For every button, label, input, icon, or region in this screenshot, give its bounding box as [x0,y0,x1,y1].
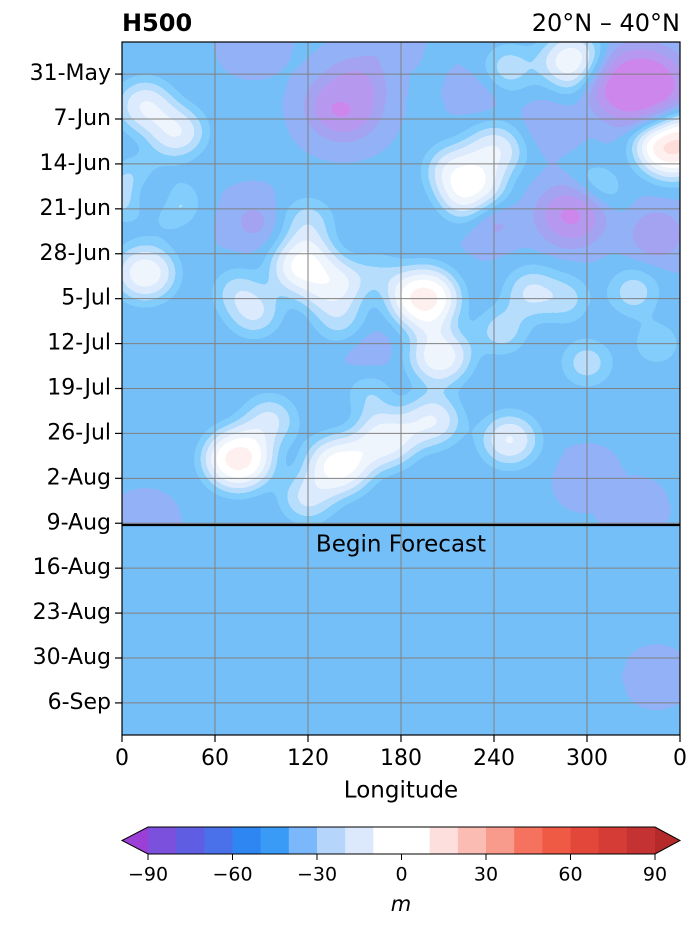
anomaly-blob [204,429,272,489]
colorbar-extend-low [122,827,148,854]
colorbar-ticks: −90 −60 −30 0 30 60 90 [128,854,667,886]
y-tick-label: 19-Jul [47,376,111,401]
chart-title: H500 [122,9,192,37]
anomaly-blob [127,508,163,525]
anomaly-blob [541,42,602,87]
colorbar-swatch [598,827,628,854]
colorbar-swatch [373,827,431,854]
y-tick-label: 23-Aug [33,600,111,625]
forecast-annotation: Begin Forecast [316,532,486,558]
anomaly-blob [460,78,497,109]
anomaly-blob [243,398,295,443]
anomaly-blob [365,42,406,59]
x-tick-label: 0 [673,746,687,771]
colorbar-swatch [288,827,318,854]
colorbar-swatch [176,827,205,854]
grid-lines [121,42,681,735]
y-tick-label: 2-Aug [47,465,111,490]
anomaly-blob [636,113,680,176]
colorbar-swatch [570,827,600,854]
anomaly-blob [356,254,400,292]
y-axis: 31-May 7-Jun 14-Jun 21-Jun 28-Jun 5-Jul 12-Jul… [30,61,122,715]
colorbar-label: m [391,892,411,916]
colorbar-swatch [204,827,234,854]
y-tick-label: 30-Aug [33,645,111,670]
y-tick-label: 14-Jun [39,151,111,176]
y-tick-label: 26-Jul [47,420,111,445]
anomaly-blob [228,289,280,334]
y-tick-label: 28-Jun [39,241,111,266]
anomaly-blob [315,297,363,339]
colorbar-swatch [148,827,177,854]
anomaly-blob [404,396,460,445]
anomaly-blob [439,162,503,218]
anomaly-blob [355,414,416,466]
colorbar-swatch [260,827,290,854]
x-axis: 0 60 120 180 240 300 0 [115,735,687,771]
anomaly-blob [348,376,392,414]
anomaly-blob [352,334,388,366]
y-tick-label: 5-Jul [61,286,111,311]
field-background [122,525,680,735]
anomaly-blob [481,415,538,464]
anomaly-blob [631,212,680,257]
x-tick-label: 300 [566,746,608,771]
anomaly-blob [324,61,385,113]
anomaly-blob [148,107,204,156]
anomaly-blob [609,271,658,313]
colorbar-tick-label: −60 [212,864,252,886]
y-tick-label: 7-Jun [53,106,111,131]
colorbar-swatch [626,827,656,854]
x-tick-label: 0 [115,746,129,771]
anomaly-blob [595,47,680,127]
colorbar-tick-label: 30 [474,864,498,886]
y-tick-label: 16-Aug [33,555,111,580]
anomaly-blob [232,202,276,241]
colorbar-swatch [486,827,515,854]
colorbar-swatch [345,827,374,854]
y-tick-label: 6-Sep [48,690,111,715]
y-tick-label: 21-Jun [39,196,111,221]
anomaly-blob [415,525,449,544]
x-tick-label: 180 [380,746,422,771]
x-axis-label: Longitude [344,778,458,804]
anomaly-blob [133,179,173,213]
y-tick-label: 12-Jul [47,331,111,356]
anomaly-blob [234,42,274,59]
colorbar-tick-label: 60 [558,864,582,886]
colorbar-extend-high [655,827,680,854]
x-tick-label: 240 [473,746,515,771]
anomaly-blob [307,438,371,493]
anomaly-blob [410,330,470,383]
chart-region-label: 20°N – 40°N [532,9,680,37]
anomaly-blob [537,186,606,245]
anomaly-blob [485,47,534,89]
colorbar-swatch [542,827,572,854]
colorbar-swatch [457,827,487,854]
colorbar-swatch [317,827,346,854]
anomaly-blob [478,310,526,352]
colorbar-swatch [514,827,543,854]
anomaly-blob [615,495,652,525]
colorbar-tick-label: 0 [395,864,407,886]
x-tick-label: 120 [287,746,329,771]
colorbar-swatch [429,827,459,854]
colorbar-swatch [232,827,262,854]
y-tick-label: 9-Aug [47,510,111,535]
anomaly-blob [640,663,674,692]
x-tick-label: 60 [201,746,229,771]
y-tick-label: 31-May [30,61,111,86]
colorbar [120,826,682,855]
anomaly-blob [122,247,175,299]
colorbar-tick-label: −30 [297,864,337,886]
colorbar-tick-label: −90 [128,864,168,886]
anomaly-blob [528,108,568,143]
colorbar-tick-label: 90 [643,864,667,886]
